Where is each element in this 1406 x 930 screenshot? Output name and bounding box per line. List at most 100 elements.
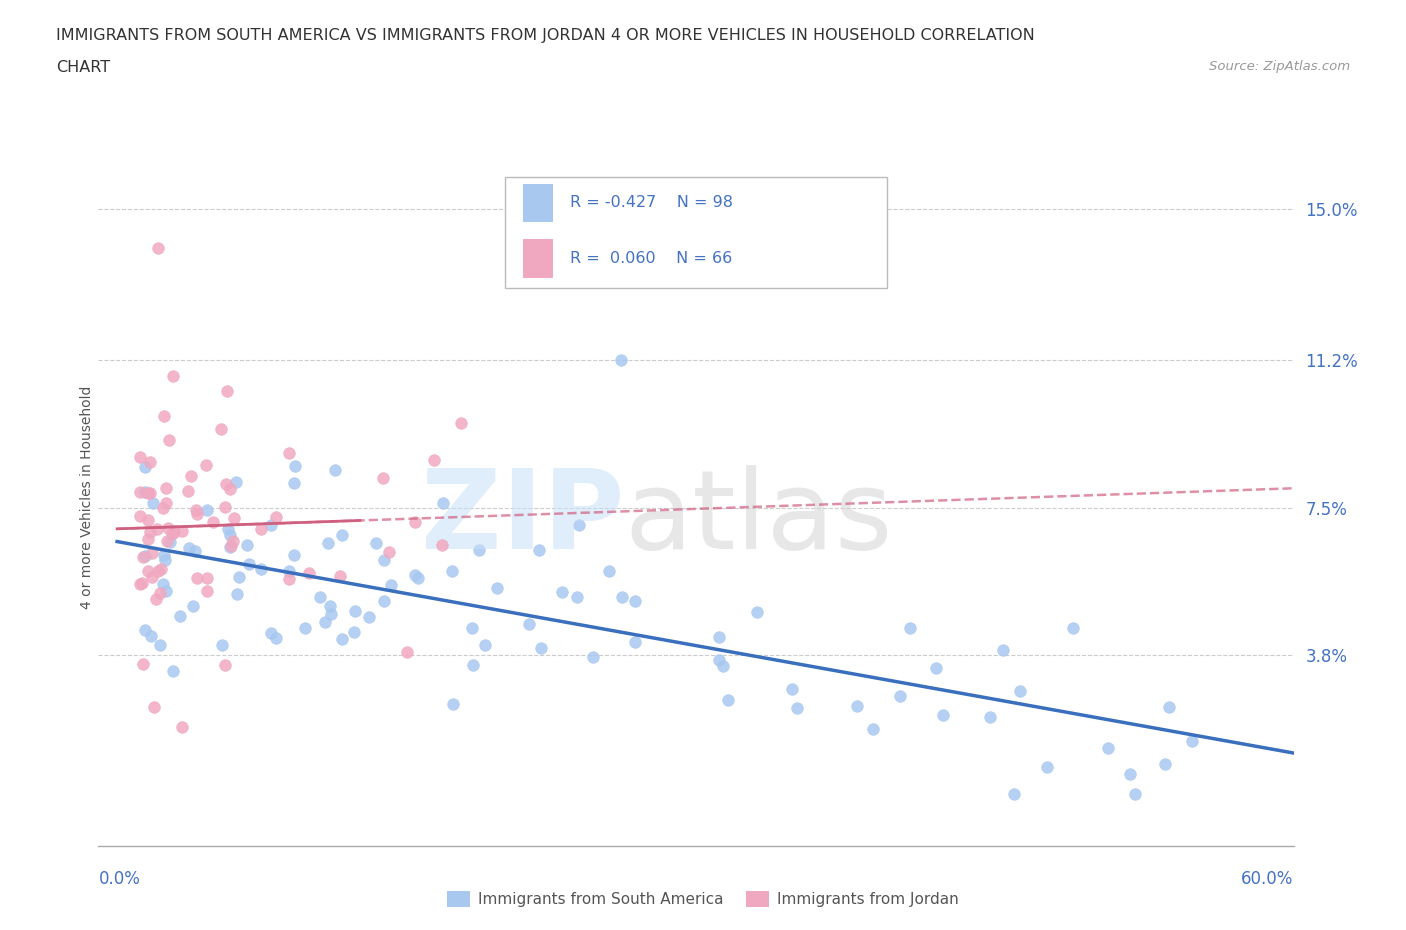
Point: [517, 617, 540, 631]
Point: [139, 525, 162, 539]
Text: R = -0.427    N = 98: R = -0.427 N = 98: [571, 195, 734, 210]
Text: 0.0%: 0.0%: [98, 870, 141, 887]
Point: [406, 570, 429, 585]
Point: [170, 524, 193, 538]
Point: [319, 598, 342, 613]
Point: [380, 578, 402, 592]
Point: [228, 570, 250, 585]
Point: [486, 580, 509, 595]
Point: [169, 609, 191, 624]
Point: [195, 583, 218, 598]
Point: [238, 556, 260, 571]
Point: [709, 630, 731, 644]
Point: [145, 522, 167, 537]
Point: [623, 593, 645, 608]
Point: [925, 660, 948, 675]
Point: [1181, 733, 1204, 748]
Point: [565, 590, 588, 604]
Point: [717, 693, 740, 708]
Point: [128, 577, 150, 591]
Point: [141, 545, 163, 560]
Point: [250, 562, 273, 577]
Point: [145, 592, 167, 607]
Point: [432, 495, 454, 510]
Point: [134, 485, 156, 499]
Point: [128, 449, 150, 464]
Point: [138, 512, 160, 527]
Point: [163, 525, 186, 539]
Point: [450, 416, 472, 431]
Point: [264, 510, 287, 525]
Point: [141, 569, 163, 584]
Point: [278, 571, 301, 586]
Point: [152, 408, 174, 423]
Point: [136, 532, 159, 547]
Point: [211, 638, 233, 653]
Point: [1010, 684, 1032, 698]
Point: [225, 474, 247, 489]
Point: [162, 664, 184, 679]
Point: [430, 538, 453, 552]
Point: [219, 538, 242, 553]
Point: [222, 511, 245, 525]
Point: [215, 476, 238, 491]
Point: [149, 638, 172, 653]
Point: [195, 502, 218, 517]
Point: [378, 544, 401, 559]
Point: [177, 540, 200, 555]
Point: [298, 566, 321, 581]
Point: [134, 623, 156, 638]
Point: [219, 539, 242, 554]
Point: [278, 564, 301, 578]
Point: [172, 719, 194, 734]
Point: [209, 421, 232, 436]
Point: [330, 527, 353, 542]
FancyBboxPatch shape: [505, 177, 887, 288]
Point: [264, 631, 287, 645]
Point: [474, 638, 496, 653]
Point: [527, 543, 550, 558]
Point: [183, 543, 205, 558]
Point: [134, 459, 156, 474]
Point: [1036, 760, 1059, 775]
Point: [195, 570, 218, 585]
Point: [156, 521, 179, 536]
Point: [236, 538, 259, 552]
Point: [780, 682, 803, 697]
Point: [149, 585, 172, 600]
Point: [201, 514, 224, 529]
Point: [260, 626, 283, 641]
Point: [157, 432, 180, 447]
Point: [128, 509, 150, 524]
Point: [225, 587, 247, 602]
Point: [610, 590, 633, 604]
Point: [162, 368, 184, 383]
Point: [142, 496, 165, 511]
Point: [373, 553, 395, 568]
Point: [598, 564, 620, 578]
Point: [146, 564, 169, 578]
Point: [624, 634, 647, 649]
Point: [1002, 787, 1025, 802]
Point: [134, 549, 156, 564]
Point: [139, 629, 162, 644]
Point: [160, 526, 183, 541]
Point: [395, 645, 418, 660]
FancyBboxPatch shape: [523, 184, 553, 222]
Point: [186, 570, 208, 585]
Point: [155, 583, 177, 598]
Point: [898, 620, 921, 635]
Point: [294, 620, 316, 635]
Point: [136, 485, 159, 500]
Point: [582, 649, 605, 664]
FancyBboxPatch shape: [523, 240, 553, 278]
Point: [325, 463, 347, 478]
Point: [404, 567, 426, 582]
Point: [862, 722, 884, 737]
Point: [176, 484, 198, 498]
Point: [460, 620, 482, 635]
Point: [1123, 787, 1146, 802]
Point: [845, 698, 868, 713]
Point: [359, 610, 381, 625]
Point: [129, 485, 152, 499]
